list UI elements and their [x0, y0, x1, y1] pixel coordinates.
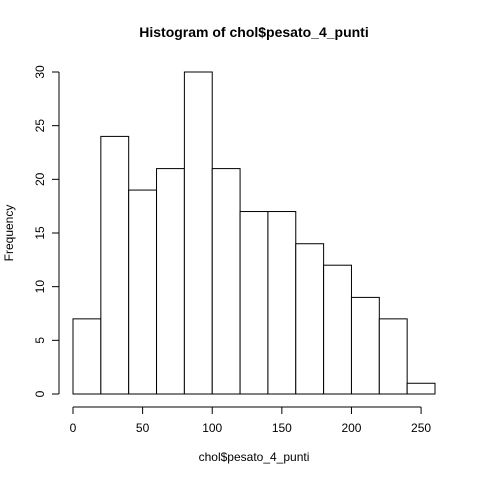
histogram-bar-8: [295, 243, 325, 395]
y-tick-label-0: 0: [33, 390, 47, 397]
histogram-bar-10: [350, 296, 380, 395]
histogram-bar-11: [378, 318, 408, 395]
histogram-bar-0: [72, 318, 102, 395]
x-tick-label-4: 200: [341, 421, 361, 435]
y-tick-label-1: 5: [33, 337, 47, 344]
x-tick-label-0: 0: [70, 421, 77, 435]
bars-group: [72, 71, 436, 395]
x-tick-label-3: 150: [272, 421, 292, 435]
y-tick-label-6: 30: [33, 65, 47, 79]
histogram-bar-1: [100, 135, 130, 395]
histogram-bar-3: [156, 168, 185, 395]
x-tick-label-2: 100: [202, 421, 222, 435]
histogram-bar-5: [211, 168, 241, 395]
x-axis-label: chol$pesato_4_punti: [199, 450, 310, 464]
x-tick-label-1: 50: [136, 421, 150, 435]
y-tick-label-5: 25: [33, 119, 47, 133]
histogram-bar-9: [323, 264, 352, 395]
y-tick-label-4: 20: [33, 172, 47, 186]
x-tick-label-5: 250: [411, 421, 431, 435]
y-axis: 0 5 10 15 20 25 30: [33, 65, 60, 397]
chart-title: Histogram of chol$pesato_4_punti: [139, 24, 368, 40]
y-tick-label-2: 10: [33, 280, 47, 294]
y-tick-label-3: 15: [33, 226, 47, 240]
histogram-bar-6: [239, 211, 269, 395]
y-axis-label: Frequency: [2, 205, 16, 262]
histogram-bar-7: [267, 211, 297, 395]
histogram-bar-2: [128, 189, 158, 395]
histogram-bar-12: [406, 382, 436, 395]
histogram-bar-4: [183, 71, 213, 395]
x-axis: 0 50 100 150 200 250: [70, 406, 431, 435]
